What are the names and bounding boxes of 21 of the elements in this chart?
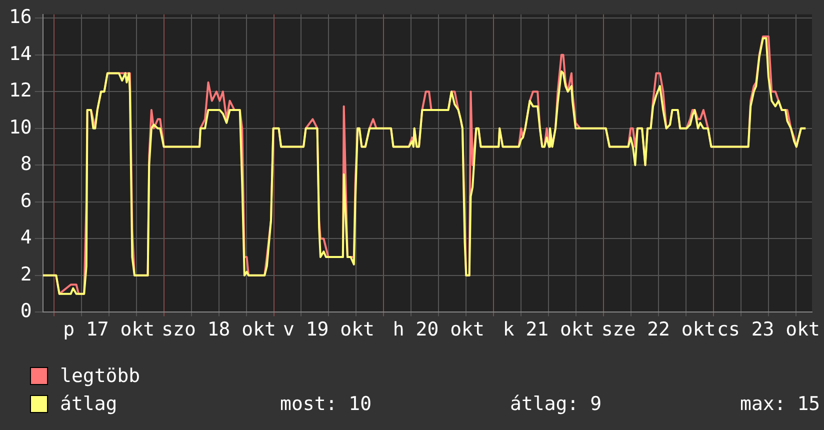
y-tick-label: 2 (20, 263, 32, 286)
text: max: 15 (740, 393, 822, 415)
x-tick-label: szo 18 okt (162, 318, 276, 341)
y-tick-label: 12 (8, 80, 32, 102)
x-tick-label: v 19 okt (282, 318, 374, 341)
y-tick-label: 10 (8, 116, 32, 138)
x-tick-label: sze 22 okt (601, 318, 716, 341)
legend-label: átlag (60, 393, 118, 415)
y-tick-label: 16 (8, 6, 32, 28)
text: átlag: 9 (510, 393, 603, 415)
text: most: 10 (280, 393, 373, 415)
y-tick-label: 14 (8, 42, 32, 65)
y-tick-label: 8 (20, 153, 32, 176)
y-tick-label: 0 (20, 300, 32, 322)
y-tick-label: 6 (20, 190, 32, 212)
x-tick-label: h 20 okt (392, 318, 484, 341)
x-tick-label: cs 23 okt (717, 318, 820, 341)
y-tick-label: 4 (20, 226, 32, 249)
legend-label: legtöbb (60, 365, 142, 387)
x-tick-label: p 17 okt (63, 318, 155, 341)
x-tick-label: k 21 okt (502, 318, 594, 341)
